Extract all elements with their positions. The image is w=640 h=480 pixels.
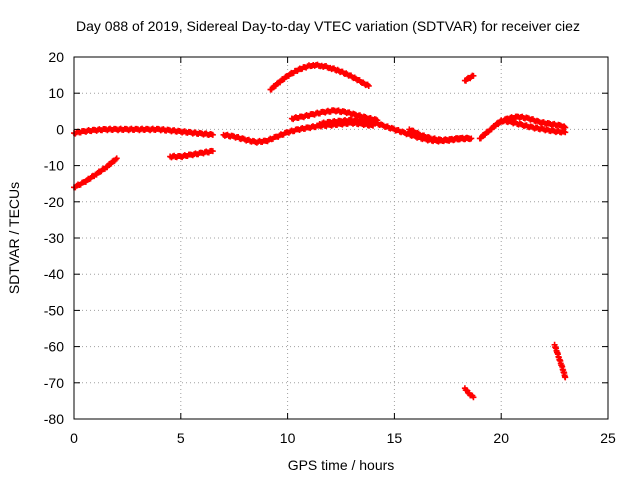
x-tick-label: 10 <box>280 430 296 446</box>
x-axis-ticks: 0 5 10 15 20 25 <box>70 57 616 446</box>
grid-lines <box>74 57 608 419</box>
data-point <box>468 135 475 142</box>
y-axis-label: SDTVAR / TECUs <box>6 182 22 294</box>
data-point <box>562 374 569 381</box>
data-point <box>470 72 477 79</box>
series-arc-11 <box>493 113 569 131</box>
x-tick-label: 20 <box>493 430 509 446</box>
y-tick-label: -30 <box>44 230 64 246</box>
y-tick-label: -40 <box>44 266 64 282</box>
data-point <box>209 131 216 138</box>
x-tick-label: 25 <box>600 430 616 446</box>
series-arc-9 <box>461 72 477 84</box>
x-tick-label: 15 <box>387 430 403 446</box>
x-axis-label: GPS time / hours <box>288 457 395 473</box>
series-arc-12 <box>461 385 477 401</box>
y-tick-label: -20 <box>44 194 64 210</box>
data-point <box>113 155 120 162</box>
data-point <box>365 82 372 89</box>
y-tick-label: -50 <box>44 302 64 318</box>
y-tick-label: 20 <box>48 49 64 65</box>
y-tick-label: -70 <box>44 375 64 391</box>
series-arc-1 <box>71 125 216 139</box>
y-tick-label: 0 <box>56 121 64 137</box>
data-point <box>209 148 216 155</box>
series-arc-2 <box>71 155 120 191</box>
data-series <box>71 61 569 401</box>
y-tick-label: -60 <box>44 339 64 355</box>
chart-title: Day 088 of 2019, Sidereal Day-to-day VTE… <box>76 18 580 34</box>
series-arc-13 <box>551 341 569 381</box>
data-point <box>561 123 568 130</box>
data-point <box>470 394 477 401</box>
series-arc-8 <box>406 126 475 144</box>
series-arc-3 <box>167 147 216 161</box>
y-tick-label: -80 <box>44 411 64 427</box>
y-axis-ticks: 20 10 0 -10 -20 -30 -40 -50 -60 -70 -80 <box>44 49 608 427</box>
y-tick-label: -10 <box>44 158 64 174</box>
y-tick-label: 10 <box>48 85 64 101</box>
x-tick-label: 0 <box>70 430 78 446</box>
x-tick-label: 5 <box>177 430 185 446</box>
series-arc-5 <box>267 61 372 93</box>
data-point <box>562 124 569 131</box>
